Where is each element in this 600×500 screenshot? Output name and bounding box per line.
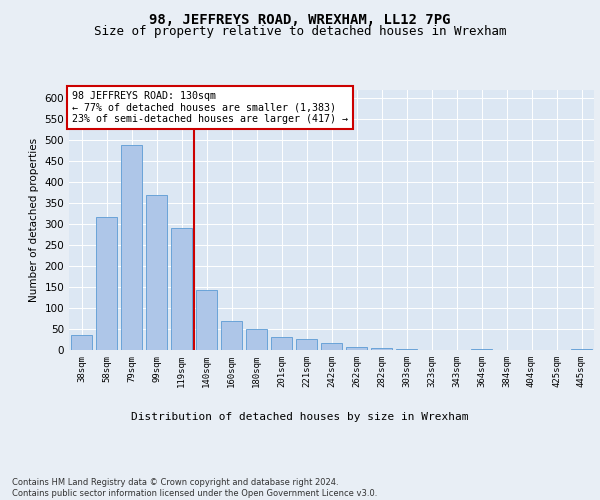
Bar (221, 322, 242, 350)
Bar (146, 195, 167, 350)
Bar (171, 228, 192, 350)
Bar (271, 338, 292, 350)
Bar (371, 348, 392, 350)
Bar (71, 336, 92, 350)
Text: Distribution of detached houses by size in Wrexham: Distribution of detached houses by size … (131, 412, 469, 422)
Text: Size of property relative to detached houses in Wrexham: Size of property relative to detached ho… (94, 25, 506, 38)
Bar (196, 290, 217, 350)
Bar (571, 349, 592, 350)
Text: 98 JEFFREYS ROAD: 130sqm
← 77% of detached houses are smaller (1,383)
23% of sem: 98 JEFFREYS ROAD: 130sqm ← 77% of detach… (71, 92, 347, 124)
Bar (396, 349, 417, 350)
Text: Contains HM Land Registry data © Crown copyright and database right 2024.
Contai: Contains HM Land Registry data © Crown c… (12, 478, 377, 498)
Bar (321, 343, 342, 350)
Bar (471, 349, 492, 350)
Bar (96, 216, 117, 350)
Text: 98, JEFFREYS ROAD, WREXHAM, LL12 7PG: 98, JEFFREYS ROAD, WREXHAM, LL12 7PG (149, 12, 451, 26)
Y-axis label: Number of detached properties: Number of detached properties (29, 138, 39, 302)
Bar (246, 329, 267, 350)
Bar (296, 338, 317, 350)
Bar (346, 346, 367, 350)
Bar (121, 146, 142, 350)
